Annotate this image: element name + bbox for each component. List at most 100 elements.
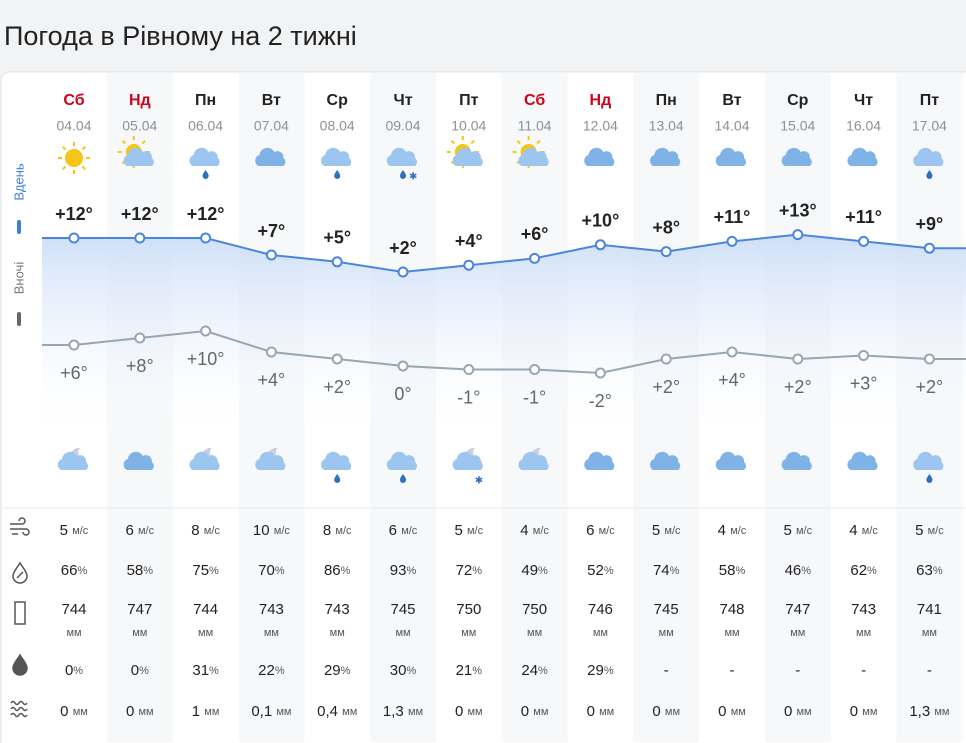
wind-value: 8 — [323, 522, 331, 539]
day-point — [463, 259, 475, 271]
sun-ray — [61, 145, 67, 151]
wind: 10 м/с — [253, 522, 290, 539]
cloud — [715, 451, 746, 470]
day-name: Пн — [656, 92, 677, 109]
precipitation-value: 0 — [850, 703, 858, 720]
date: 17.04 — [912, 118, 947, 134]
wind: 6 м/с — [586, 522, 615, 539]
precipitation-value: 0 — [60, 703, 68, 720]
wind-value: 8 — [191, 522, 199, 539]
cloud — [650, 451, 681, 470]
date: 09.04 — [385, 118, 420, 134]
night-temp: +10° — [187, 349, 225, 369]
night-point — [660, 353, 672, 365]
pressure: 744 — [61, 601, 86, 618]
pressure-unit: мм — [395, 627, 410, 639]
weather-icon — [847, 451, 878, 470]
probability-value: 24 — [521, 662, 538, 679]
night-temp: +4° — [718, 370, 746, 390]
humidity: 58% — [719, 562, 746, 579]
row-icons — [10, 517, 30, 718]
unit: % — [406, 565, 416, 577]
cloud — [518, 451, 549, 470]
day-name: Сб — [524, 92, 545, 109]
unit: м/с — [599, 525, 616, 537]
weather-icon — [386, 451, 417, 483]
day-point — [726, 235, 738, 247]
unit: % — [275, 565, 285, 577]
night-line — [73, 329, 930, 375]
date: 13.04 — [649, 118, 684, 134]
night-temp: -2° — [589, 391, 612, 411]
night-temp: +4° — [258, 370, 286, 390]
unit: % — [472, 665, 482, 677]
pressure: 750 — [456, 601, 481, 618]
weather-icon — [715, 147, 746, 166]
sun-ray — [61, 165, 67, 171]
day-temp: +11° — [714, 207, 751, 227]
humidity-value: 63 — [916, 562, 933, 579]
day-point — [529, 252, 541, 264]
precipitation-value: 0 — [784, 703, 792, 720]
day-point — [397, 266, 409, 278]
sun-ray — [81, 165, 87, 171]
cloud — [123, 147, 154, 166]
pressure-unit: мм — [593, 627, 608, 639]
humidity-value: 74 — [653, 562, 670, 579]
pressure-icon — [14, 601, 26, 625]
night-point — [397, 360, 409, 372]
unit: м/с — [533, 525, 550, 537]
cloud — [781, 451, 812, 470]
unit: м/с — [72, 525, 89, 537]
probability-value: 0 — [131, 662, 139, 679]
unit: м/с — [204, 525, 221, 537]
pressure: 741 — [917, 601, 942, 618]
unit: % — [209, 665, 219, 677]
unit: мм — [665, 706, 680, 718]
wind-value: 5 — [783, 522, 791, 539]
unit: % — [801, 565, 811, 577]
wind-icon — [10, 517, 30, 536]
precipitation-value: 0 — [587, 703, 595, 720]
pressure-unit: мм — [922, 627, 937, 639]
day-temp: +7° — [258, 221, 286, 241]
day-temp: +10° — [582, 211, 620, 231]
day-name: Ср — [327, 92, 349, 109]
probability: 24% — [521, 662, 548, 679]
pressure: 743 — [851, 601, 876, 618]
day-name: Нд — [590, 92, 612, 109]
weather-icon — [650, 147, 681, 166]
probability: 29% — [587, 662, 614, 679]
humidity-value: 58 — [127, 562, 144, 579]
wind: 8 м/с — [323, 522, 352, 539]
weather-icon — [255, 147, 286, 166]
cloud — [255, 451, 286, 470]
unit: % — [143, 565, 153, 577]
probability: 0% — [65, 662, 83, 679]
precipitation-value: 1,3 — [909, 703, 930, 720]
humidity: 75% — [192, 562, 219, 579]
unit: м/с — [862, 525, 879, 537]
day-temp: +11° — [845, 207, 882, 227]
unit: мм — [204, 706, 219, 718]
humidity: 93% — [390, 562, 417, 579]
pressure-unit: мм — [66, 627, 81, 639]
humidity: 70% — [258, 562, 285, 579]
precipitation-icon — [10, 700, 28, 718]
humidity: 72% — [456, 562, 483, 579]
day-name: Ср — [787, 92, 809, 109]
probability: 0% — [131, 662, 149, 679]
sun-ray — [516, 139, 521, 145]
weather-icon — [715, 451, 746, 470]
humidity-value: 52 — [587, 562, 604, 579]
pressure: 745 — [390, 601, 415, 618]
wind: 4 м/с — [718, 522, 747, 539]
drop — [334, 474, 341, 483]
unit: % — [538, 565, 548, 577]
weather-icon — [321, 147, 352, 179]
humidity: 58% — [127, 562, 154, 579]
humidity: 86% — [324, 562, 351, 579]
precipitation: 0,1 мм — [251, 703, 291, 720]
probability-value: 30 — [390, 662, 407, 679]
